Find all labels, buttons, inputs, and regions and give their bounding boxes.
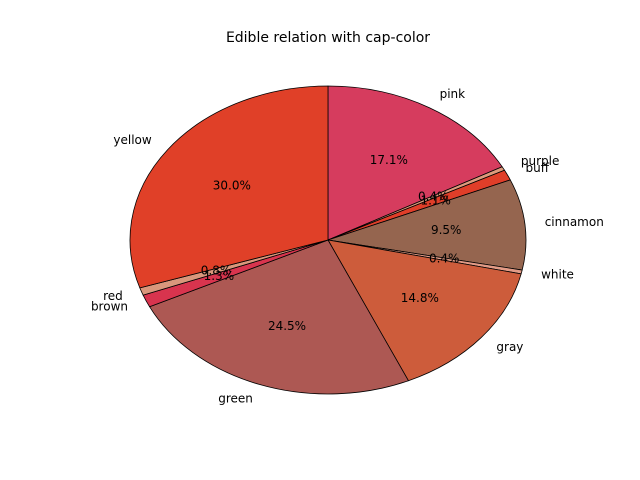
pie-slice-green [149,239,409,395]
pie-slice-yellow [129,85,329,289]
slice-label-cinnamon: cinnamon [545,215,604,229]
slice-label-gray: gray [496,340,523,354]
pct-label-purple: 0.4% [418,190,449,204]
pct-label-yellow: 30.0% [213,178,251,192]
slice-label-red: red [103,289,123,303]
pct-label-cinnamon: 9.5% [431,223,462,237]
pct-label-brown: 1.3% [204,269,235,283]
slice-label-green: green [218,392,253,406]
pct-label-buff: 1.1% [420,194,451,208]
pie-slice-gray [327,239,522,382]
slice-label-pink: pink [440,87,466,101]
slice-label-buff: buff [526,161,550,175]
slice-label-yellow: yellow [113,133,151,147]
pct-label-red: 0.8% [201,263,232,277]
pct-label-gray: 14.8% [401,291,439,305]
slice-label-purple: purple [521,154,560,168]
slice-label-white: white [541,268,574,282]
pct-label-green: 24.5% [268,319,306,333]
pct-label-white: 0.4% [429,252,460,266]
pie-labels: pink 17.1% purple 0.4% buff 1.1% cinnamon 9.5% w… [91,87,604,406]
pie-slices [129,85,527,395]
slice-label-brown: brown [91,300,128,314]
pct-label-pink: 17.1% [370,153,408,167]
chart-title: Edible relation with cap-color [226,30,430,46]
pie-slice-pink [327,85,503,241]
